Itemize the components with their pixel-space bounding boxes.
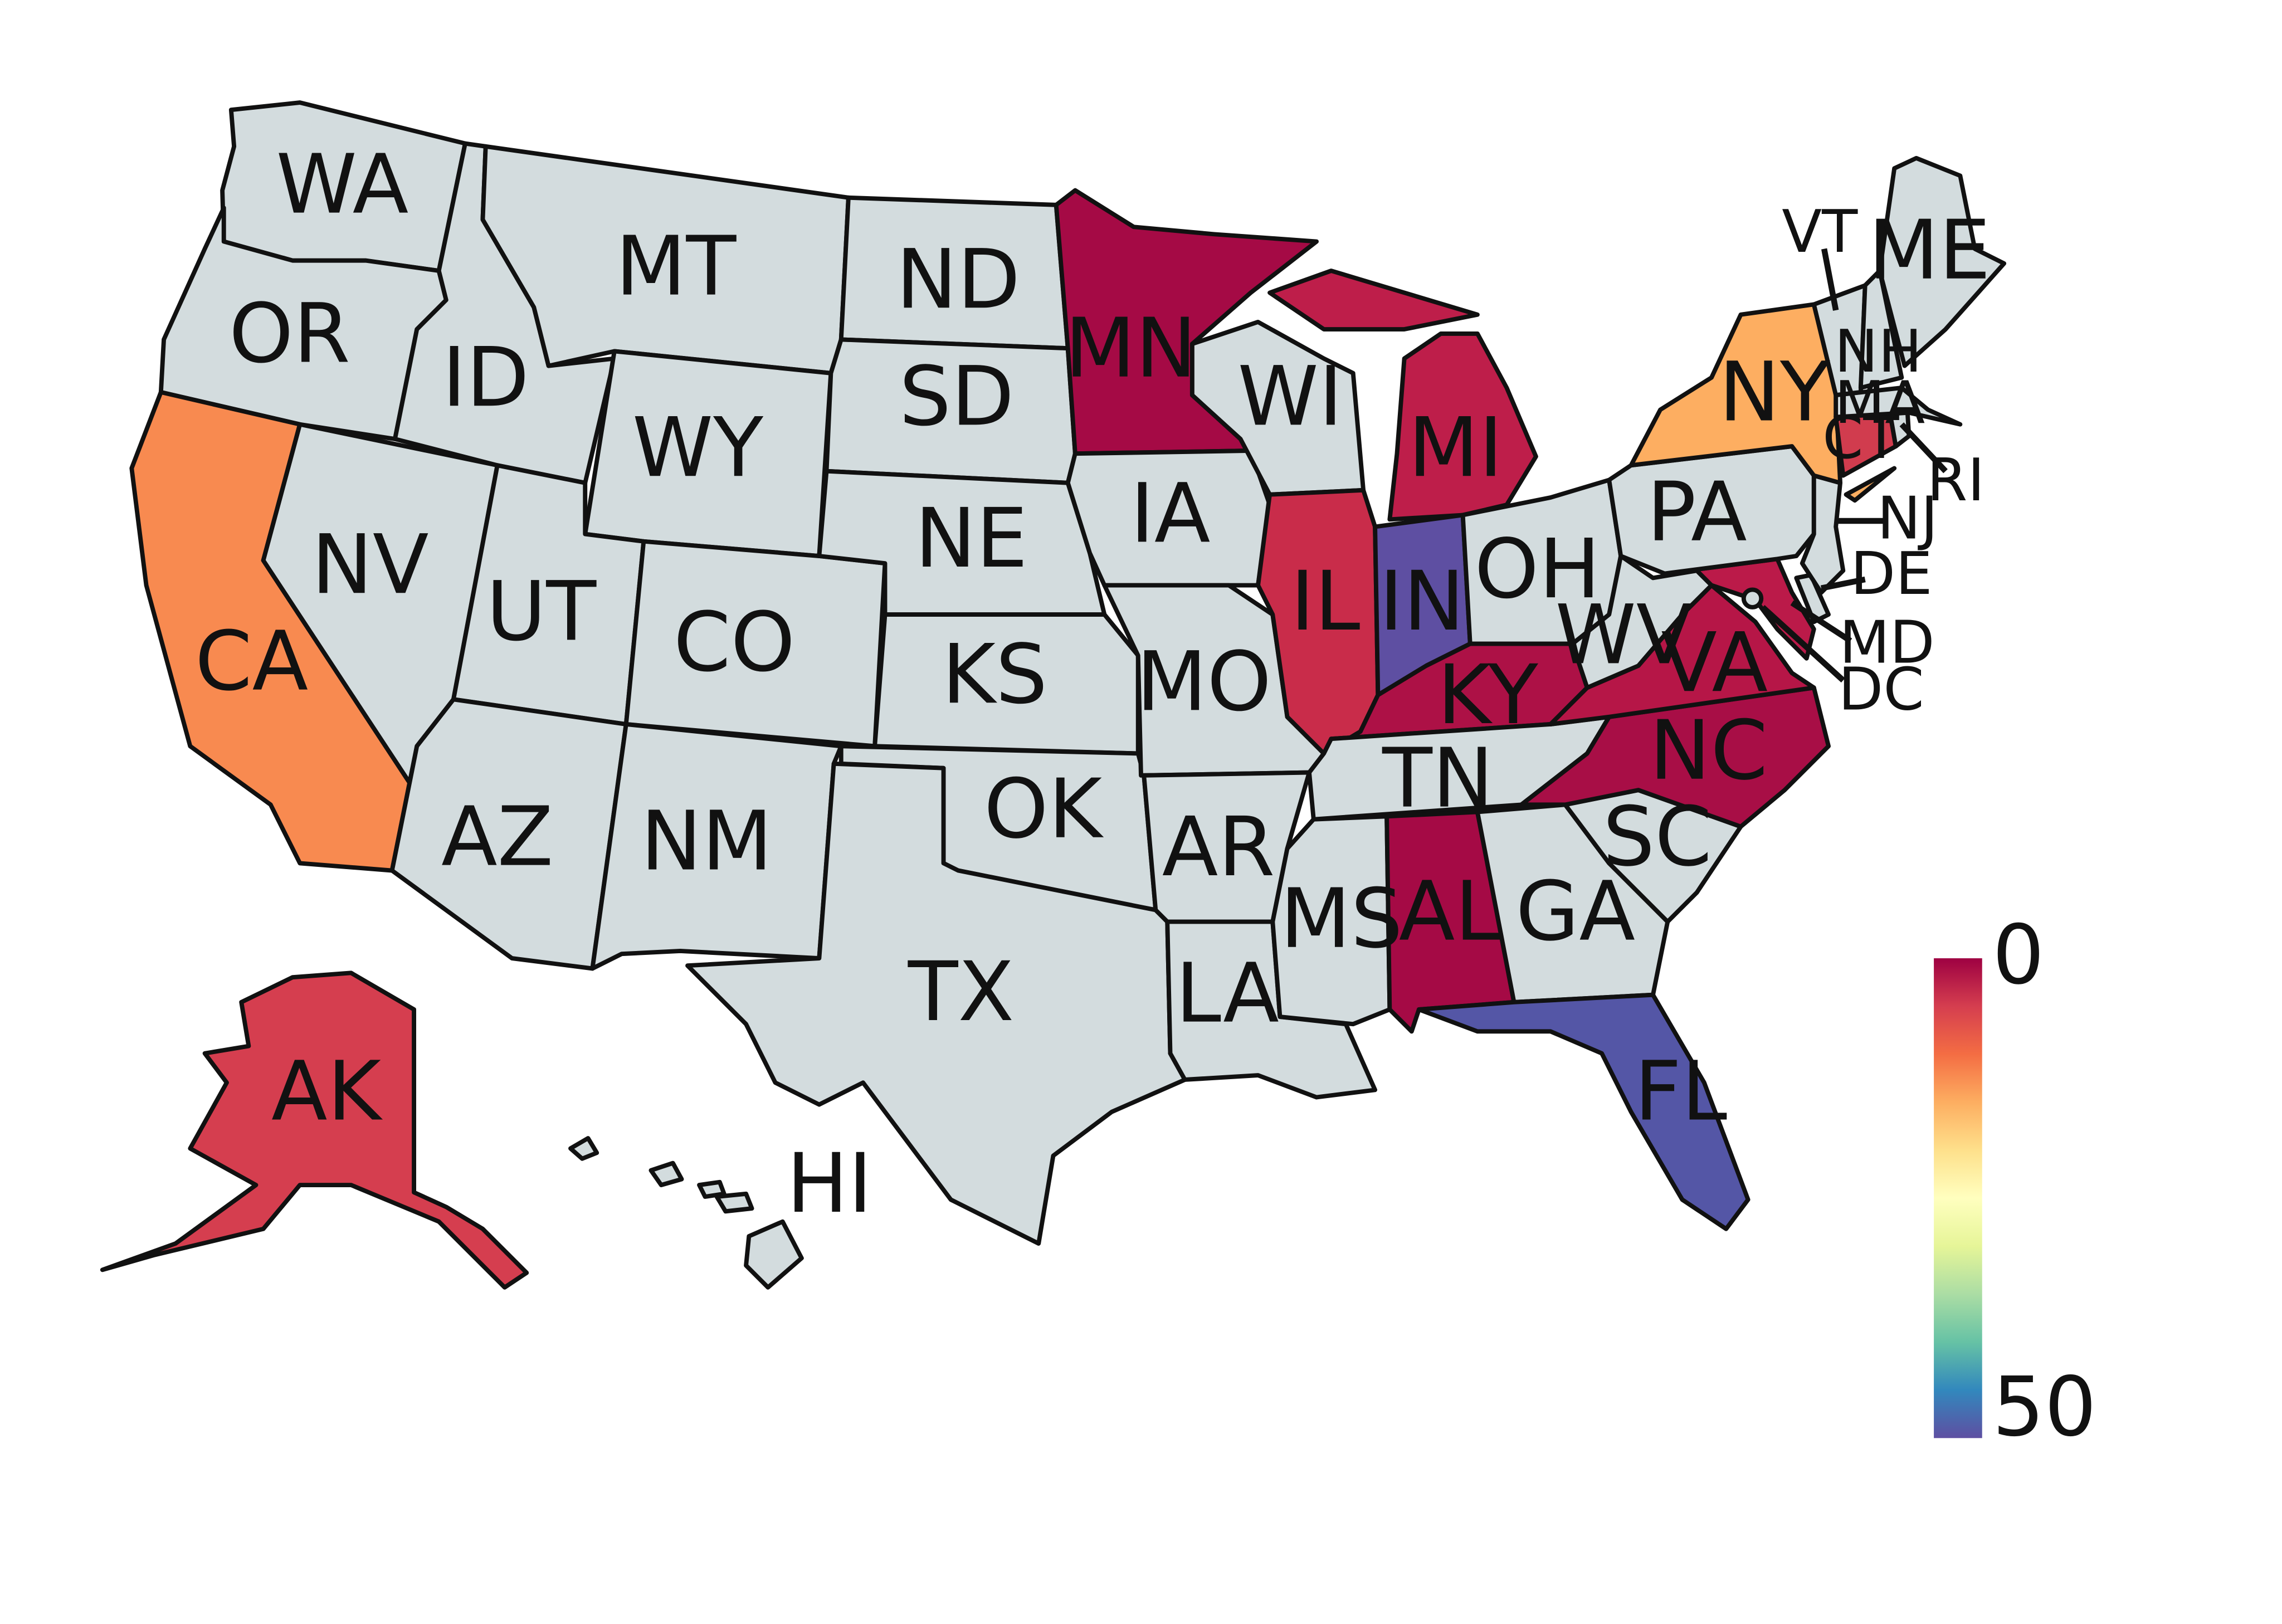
label-LA: LA xyxy=(1176,946,1279,1041)
label-NM: NM xyxy=(641,794,773,889)
label-WV: WV xyxy=(1555,587,1692,682)
label-OR: OR xyxy=(229,286,350,381)
label-NC: NC xyxy=(1649,703,1768,798)
legend-min-label: 0 xyxy=(1992,908,2045,1003)
state-NJ[interactable] xyxy=(1800,473,1846,595)
label-IA: IA xyxy=(1130,466,1211,561)
legend-max-label: 50 xyxy=(1992,1359,2096,1455)
state-DE[interactable] xyxy=(1794,573,1831,625)
label-IL: IL xyxy=(1290,554,1360,649)
state-TX[interactable] xyxy=(685,761,1187,1246)
label-WY: WY xyxy=(632,400,764,495)
color-legend: 0 50 xyxy=(1934,908,2096,1455)
label-NY: NY xyxy=(1719,344,1831,440)
label-SD: SD xyxy=(899,349,1015,444)
label-KS: KS xyxy=(942,627,1048,722)
label-AR: AR xyxy=(1162,799,1275,895)
label-NH: NH xyxy=(1835,318,1923,386)
label-ND: ND xyxy=(896,232,1020,327)
label-HI: HI xyxy=(787,1136,872,1231)
state-VT[interactable] xyxy=(1811,283,1867,398)
label-TN: TN xyxy=(1382,731,1494,826)
label-ID: ID xyxy=(442,330,529,425)
label-UT: UT xyxy=(486,564,597,659)
label-MA: MA xyxy=(1835,369,1925,437)
label-CA: CA xyxy=(195,614,308,709)
label-DC: DC xyxy=(1838,656,1924,724)
label-TX: TX xyxy=(908,944,1015,1040)
state-MD[interactable] xyxy=(1662,557,1816,661)
label-KY: KY xyxy=(1437,647,1539,743)
label-CO: CO xyxy=(674,594,795,690)
label-WA: WA xyxy=(276,137,408,232)
label-AK: AK xyxy=(271,1044,383,1139)
label-MS: MS xyxy=(1280,871,1403,967)
label-MT: MT xyxy=(616,219,737,314)
state-ME[interactable] xyxy=(1878,155,2007,368)
label-MO: MO xyxy=(1137,634,1272,729)
label-MI: MI xyxy=(1408,400,1503,495)
state-MI[interactable] xyxy=(1267,269,1538,522)
label-AL: AL xyxy=(1399,864,1501,959)
label-DE: DE xyxy=(1850,540,1932,608)
label-FL: FL xyxy=(1635,1044,1728,1139)
label-MN: MN xyxy=(1065,301,1197,396)
state-HI[interactable] xyxy=(568,1136,804,1290)
label-NV: NV xyxy=(311,517,429,612)
label-VA: VA xyxy=(1661,615,1768,710)
label-RI: RI xyxy=(1927,446,1985,514)
state-AK[interactable] xyxy=(100,971,529,1290)
state-FL[interactable] xyxy=(1416,992,1750,1231)
label-PA: PA xyxy=(1647,465,1747,560)
label-NJ: NJ xyxy=(1877,484,1938,552)
label-GA: GA xyxy=(1516,864,1636,959)
label-CT: CT xyxy=(1822,404,1899,472)
label-VT: VT xyxy=(1782,198,1858,266)
label-WI: WI xyxy=(1237,349,1343,444)
state-shapes xyxy=(100,100,2007,1290)
colorbar xyxy=(1934,958,1982,1438)
state-MA[interactable] xyxy=(1834,386,1963,427)
label-ME: ME xyxy=(1868,203,1991,298)
label-AZ: AZ xyxy=(441,789,553,885)
label-OH: OH xyxy=(1474,521,1600,617)
state-NH[interactable] xyxy=(1858,269,1904,391)
label-OK: OK xyxy=(984,762,1104,857)
label-IN: IN xyxy=(1379,554,1464,649)
label-leader-lines xyxy=(1761,248,1948,683)
label-SC: SC xyxy=(1603,789,1712,885)
state-NC[interactable] xyxy=(1519,685,1831,829)
label-MD: MD xyxy=(1839,609,1934,677)
label-NE: NE xyxy=(915,491,1028,586)
state-labels: WA OR CA NV ID MT WY UT AZ CO NM ND SD N… xyxy=(195,137,1991,1231)
state-DC[interactable] xyxy=(1741,587,1764,609)
